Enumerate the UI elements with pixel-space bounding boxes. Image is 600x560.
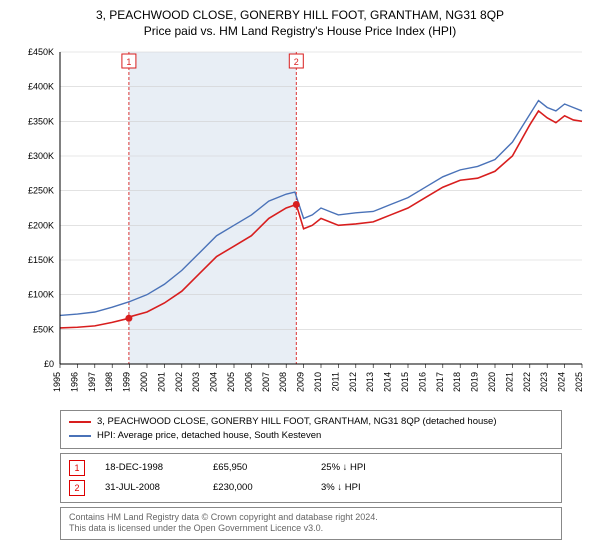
legend-item-property: 3, PEACHWOOD CLOSE, GONERBY HILL FOOT, G… <box>69 415 553 429</box>
svg-text:2009: 2009 <box>296 372 306 392</box>
svg-text:2003: 2003 <box>191 372 201 392</box>
svg-text:2018: 2018 <box>452 372 462 392</box>
svg-text:2013: 2013 <box>365 372 375 392</box>
svg-text:2020: 2020 <box>487 372 497 392</box>
sale-marker-badge: 2 <box>69 480 85 496</box>
sale-delta: 25% ↓ HPI <box>321 462 409 473</box>
svg-text:£50K: £50K <box>33 324 54 334</box>
svg-text:2006: 2006 <box>243 372 253 392</box>
svg-text:1999: 1999 <box>122 372 132 392</box>
svg-text:2021: 2021 <box>504 372 514 392</box>
sale-row: 1 18-DEC-1998 £65,950 25% ↓ HPI <box>69 458 553 478</box>
sale-delta: 3% ↓ HPI <box>321 482 409 493</box>
footer-line: This data is licensed under the Open Gov… <box>69 523 553 535</box>
svg-text:2017: 2017 <box>435 372 445 392</box>
svg-text:2004: 2004 <box>209 372 219 392</box>
svg-text:2008: 2008 <box>278 372 288 392</box>
svg-text:2024: 2024 <box>557 372 567 392</box>
svg-text:£300K: £300K <box>28 151 54 161</box>
svg-text:£250K: £250K <box>28 186 54 196</box>
svg-text:2000: 2000 <box>139 372 149 392</box>
svg-text:2005: 2005 <box>226 372 236 392</box>
sale-row: 2 31-JUL-2008 £230,000 3% ↓ HPI <box>69 478 553 498</box>
svg-text:£100K: £100K <box>28 290 54 300</box>
svg-text:£0: £0 <box>44 359 54 369</box>
title-subtitle: Price paid vs. HM Land Registry's House … <box>8 24 592 38</box>
legend: 3, PEACHWOOD CLOSE, GONERBY HILL FOOT, G… <box>60 410 562 449</box>
svg-text:£450K: £450K <box>28 47 54 57</box>
footer-line: Contains HM Land Registry data © Crown c… <box>69 512 553 524</box>
sale-date: 18-DEC-1998 <box>105 462 193 473</box>
svg-text:1996: 1996 <box>69 372 79 392</box>
svg-text:1995: 1995 <box>52 372 62 392</box>
legend-swatch <box>69 421 91 423</box>
svg-text:1997: 1997 <box>87 372 97 392</box>
svg-text:2019: 2019 <box>470 372 480 392</box>
svg-text:2: 2 <box>294 57 299 67</box>
price-chart: £0 £50K £100K £150K £200K £250K £300K £350K £400… <box>8 44 592 404</box>
legend-swatch <box>69 435 91 437</box>
sale-price: £230,000 <box>213 482 301 493</box>
svg-text:2011: 2011 <box>330 372 340 391</box>
legend-label: 3, PEACHWOOD CLOSE, GONERBY HILL FOOT, G… <box>97 415 496 429</box>
svg-text:2002: 2002 <box>174 372 184 392</box>
svg-text:£150K: £150K <box>28 255 54 265</box>
svg-text:2014: 2014 <box>383 372 393 392</box>
sale-price: £65,950 <box>213 462 301 473</box>
svg-text:£400K: £400K <box>28 82 54 92</box>
sales-table: 1 18-DEC-1998 £65,950 25% ↓ HPI 2 31-JUL… <box>60 453 562 503</box>
svg-text:2007: 2007 <box>261 372 271 392</box>
legend-label: HPI: Average price, detached house, Sout… <box>97 429 321 443</box>
svg-text:2022: 2022 <box>522 372 532 392</box>
svg-text:2010: 2010 <box>313 372 323 392</box>
sale-marker-badge: 1 <box>69 460 85 476</box>
title-address: 3, PEACHWOOD CLOSE, GONERBY HILL FOOT, G… <box>8 8 592 22</box>
footer-attribution: Contains HM Land Registry data © Crown c… <box>60 507 562 540</box>
svg-text:1998: 1998 <box>104 372 114 392</box>
legend-item-hpi: HPI: Average price, detached house, Sout… <box>69 429 553 443</box>
svg-text:2016: 2016 <box>417 372 427 392</box>
svg-text:2012: 2012 <box>348 372 358 392</box>
chart-title: 3, PEACHWOOD CLOSE, GONERBY HILL FOOT, G… <box>8 8 592 38</box>
sale-date: 31-JUL-2008 <box>105 482 193 493</box>
svg-text:£200K: £200K <box>28 220 54 230</box>
svg-text:2025: 2025 <box>574 372 584 392</box>
svg-text:£350K: £350K <box>28 116 54 126</box>
svg-text:1: 1 <box>126 57 131 67</box>
svg-text:2015: 2015 <box>400 372 410 392</box>
svg-text:2023: 2023 <box>539 372 549 392</box>
svg-text:2001: 2001 <box>156 372 166 392</box>
